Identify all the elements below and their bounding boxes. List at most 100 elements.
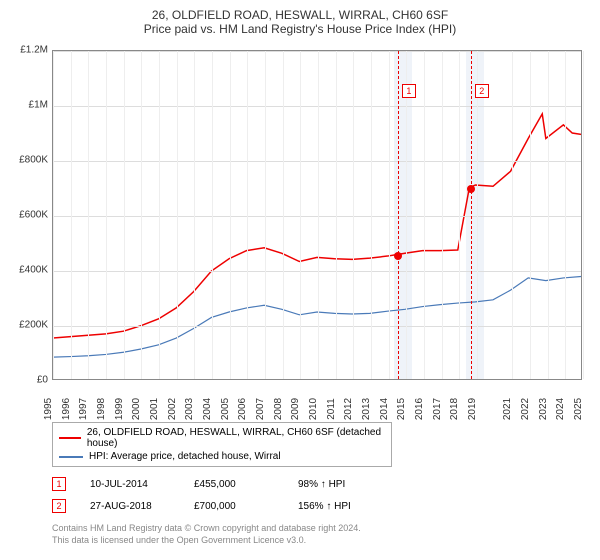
gridline-h — [53, 216, 581, 217]
y-tick-label: £800K — [12, 155, 48, 166]
x-tick-label: 1998 — [96, 398, 114, 420]
gridline-v — [230, 51, 231, 379]
chart-title: 26, OLDFIELD ROAD, HESWALL, WIRRAL, CH60… — [12, 8, 588, 22]
x-tick-label: 2016 — [414, 398, 432, 420]
gridline-v — [477, 51, 478, 379]
x-tick-label: 2002 — [167, 398, 185, 420]
gridline-v — [442, 51, 443, 379]
gridline-v — [212, 51, 213, 379]
gridline-v — [371, 51, 372, 379]
gridline-v — [300, 51, 301, 379]
series-line-price_paid — [53, 114, 581, 338]
gridline-v — [512, 51, 513, 379]
gridline-v — [247, 51, 248, 379]
y-tick-label: £600K — [12, 210, 48, 221]
gridline-h — [53, 161, 581, 162]
gridline-v — [459, 51, 460, 379]
event-vline — [398, 51, 399, 379]
x-tick-label: 2025 — [573, 398, 591, 420]
gridline-v — [283, 51, 284, 379]
legend-label: HPI: Average price, detached house, Wirr… — [89, 451, 281, 462]
gridline-v — [194, 51, 195, 379]
event-pct: 98% ↑ HPI — [298, 479, 378, 490]
gridline-v — [71, 51, 72, 379]
event-marker: 2 — [475, 84, 489, 98]
x-tick-label: 2011 — [326, 398, 344, 420]
gridline-v — [177, 51, 178, 379]
x-tick-label: 2015 — [396, 398, 414, 420]
gridline-v — [336, 51, 337, 379]
gridline-v — [159, 51, 160, 379]
x-tick-label: 2008 — [273, 398, 291, 420]
x-tick-label: 1997 — [78, 398, 96, 420]
x-tick-label: 2014 — [379, 398, 397, 420]
gridline-v — [389, 51, 390, 379]
x-tick-label: 2019 — [467, 398, 485, 420]
footer: Contains HM Land Registry data © Crown c… — [52, 523, 588, 546]
x-tick-label: 2003 — [184, 398, 202, 420]
event-dot — [394, 252, 402, 260]
y-tick-label: £1M — [12, 100, 48, 111]
gridline-v — [106, 51, 107, 379]
event-marker: 1 — [402, 84, 416, 98]
y-tick-label: £200K — [12, 320, 48, 331]
event-price: £455,000 — [194, 479, 274, 490]
footer-line1: Contains HM Land Registry data © Crown c… — [52, 523, 588, 535]
y-tick-label: £400K — [12, 265, 48, 276]
x-tick-label: 1995 — [43, 398, 61, 420]
gridline-v — [141, 51, 142, 379]
gridline-v — [424, 51, 425, 379]
x-tick-label: 2021 — [502, 398, 520, 420]
gridline-v — [530, 51, 531, 379]
event-row: 227-AUG-2018£700,000156% ↑ HPI — [52, 495, 588, 517]
event-vline — [471, 51, 472, 379]
gridline-v — [265, 51, 266, 379]
gridline-v — [318, 51, 319, 379]
y-tick-label: £0 — [12, 375, 48, 386]
gridline-v — [565, 51, 566, 379]
x-tick-label: 1996 — [61, 398, 79, 420]
x-tick-label: 2009 — [290, 398, 308, 420]
legend-label: 26, OLDFIELD ROAD, HESWALL, WIRRAL, CH60… — [87, 427, 385, 449]
plot-area: 12 — [52, 50, 582, 380]
x-tick-label: 2004 — [202, 398, 220, 420]
gridline-v — [124, 51, 125, 379]
x-tick-label: 2023 — [538, 398, 556, 420]
x-tick-label: 2022 — [520, 398, 538, 420]
gridline-v — [88, 51, 89, 379]
event-pct: 156% ↑ HPI — [298, 501, 378, 512]
gridline-h — [53, 271, 581, 272]
gridline-v — [406, 51, 407, 379]
event-row: 110-JUL-2014£455,00098% ↑ HPI — [52, 473, 588, 495]
x-tick-label: 2000 — [131, 398, 149, 420]
chart-area: £0£200K£400K£600K£800K£1M£1.2M 12 199519… — [12, 40, 588, 420]
event-num-box: 2 — [52, 499, 66, 513]
x-tick-label: 2018 — [449, 398, 467, 420]
chart-subtitle: Price paid vs. HM Land Registry's House … — [12, 22, 588, 36]
x-tick-label: 2006 — [237, 398, 255, 420]
x-tick-label: 2010 — [308, 398, 326, 420]
gridline-v — [353, 51, 354, 379]
event-price: £700,000 — [194, 501, 274, 512]
x-tick-label: 1999 — [114, 398, 132, 420]
x-axis-labels: 1995199619971998199920002001200220032004… — [52, 382, 582, 418]
legend: 26, OLDFIELD ROAD, HESWALL, WIRRAL, CH60… — [52, 422, 392, 467]
x-tick-label: 2005 — [220, 398, 238, 420]
event-date: 10-JUL-2014 — [90, 479, 170, 490]
legend-item: HPI: Average price, detached house, Wirr… — [59, 450, 385, 463]
event-dot — [467, 185, 475, 193]
chart-container: 26, OLDFIELD ROAD, HESWALL, WIRRAL, CH60… — [0, 0, 600, 560]
x-tick-label: 2007 — [255, 398, 273, 420]
gridline-v — [583, 51, 584, 379]
gridline-h — [53, 326, 581, 327]
y-tick-label: £1.2M — [12, 45, 48, 56]
events-table: 110-JUL-2014£455,00098% ↑ HPI227-AUG-201… — [52, 473, 588, 517]
gridline-h — [53, 51, 581, 52]
x-tick-label: 2001 — [149, 398, 167, 420]
legend-swatch — [59, 437, 81, 439]
gridline-v — [548, 51, 549, 379]
x-tick-label: 2024 — [555, 398, 573, 420]
x-tick-label: 2017 — [432, 398, 450, 420]
legend-item: 26, OLDFIELD ROAD, HESWALL, WIRRAL, CH60… — [59, 426, 385, 450]
x-tick-label: 2012 — [343, 398, 361, 420]
